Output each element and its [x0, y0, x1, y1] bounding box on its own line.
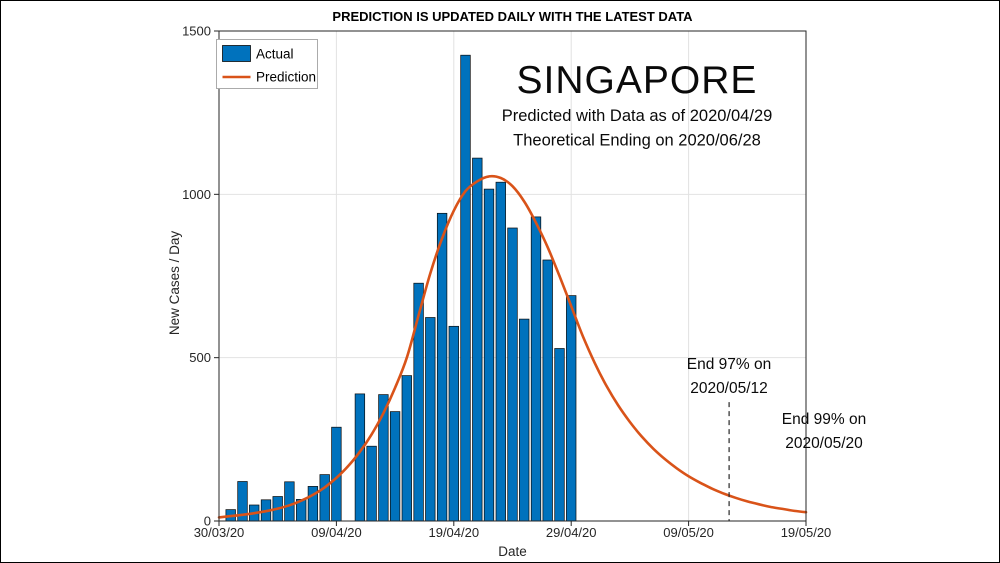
legend-actual-label: Actual	[256, 47, 294, 62]
actual-bar	[472, 157, 483, 522]
actual-bar	[284, 481, 295, 522]
actual-bar	[319, 474, 330, 522]
actual-bar	[448, 325, 459, 522]
actual-bar	[542, 259, 553, 522]
y-tick-500: 500	[189, 350, 211, 365]
end97-label-line2: 2020/05/12	[690, 380, 768, 397]
end99-label-line2: 2020/05/20	[785, 435, 863, 452]
actual-bar	[436, 212, 448, 522]
y-tick-1500: 1500	[182, 24, 211, 39]
actual-bar	[554, 348, 565, 522]
axis-tick-marks	[214, 30, 807, 526]
actual-bar	[495, 181, 506, 522]
actual-bar	[366, 445, 377, 522]
x-axis-title: Date	[498, 544, 527, 559]
x-tick-09-04: 09/04/20	[311, 525, 362, 540]
x-tick-19-04: 19/04/20	[428, 525, 479, 540]
x-tick-09-05: 09/05/20	[663, 525, 714, 540]
actual-bar	[483, 188, 495, 522]
x-tick-30-03: 30/03/20	[194, 525, 245, 540]
legend-prediction-label: Prediction	[256, 70, 316, 85]
y-axis-title: New Cases / Day	[167, 231, 182, 336]
y-tick-0: 0	[204, 514, 211, 529]
actual-bar	[401, 375, 412, 522]
actual-bar	[425, 317, 436, 522]
actual-bar	[389, 411, 401, 522]
end97-label-line1: End 97% on	[687, 356, 771, 373]
actual-bar	[530, 216, 542, 522]
headline-subtitle-2: Theoretical Ending on 2020/06/28	[513, 132, 761, 150]
legend-actual-swatch	[222, 45, 251, 62]
headline-subtitle-1: Predicted with Data as of 2020/04/29	[502, 107, 773, 125]
actual-bar	[519, 318, 530, 522]
x-tick-29-04: 29/04/20	[546, 525, 597, 540]
figure-title: PREDICTION IS UPDATED DAILY WITH THE LAT…	[332, 9, 693, 24]
axes-box	[218, 30, 807, 522]
x-tick-19-05: 19/05/20	[781, 525, 832, 540]
actual-bar	[507, 227, 518, 522]
end99-label-line1: End 99% on	[782, 411, 866, 428]
y-tick-1000: 1000	[182, 187, 211, 202]
country-title: SINGAPORE	[517, 59, 758, 102]
prediction-curve	[217, 174, 808, 519]
actual-bar	[460, 54, 471, 522]
legend: Actual Prediction	[216, 39, 318, 89]
actual-bar	[566, 295, 577, 522]
